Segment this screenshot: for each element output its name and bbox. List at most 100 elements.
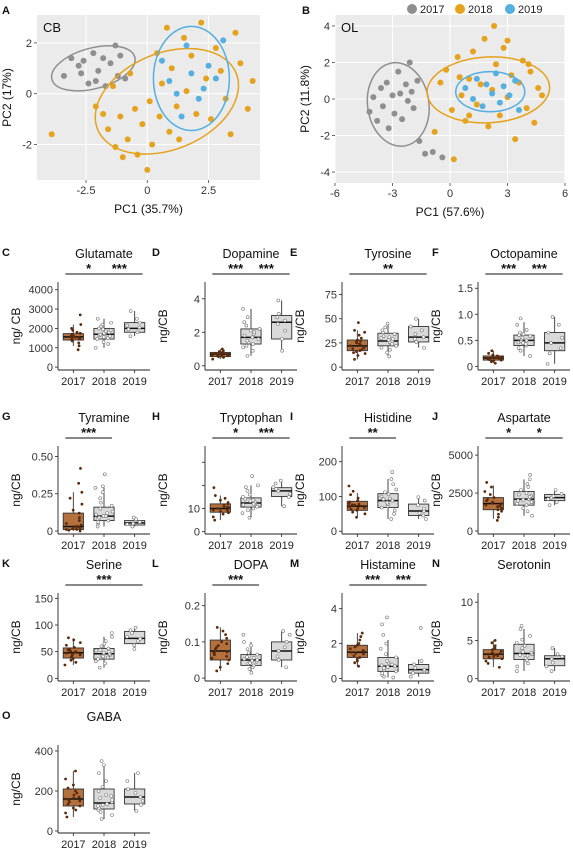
data-point <box>214 351 217 355</box>
data-point <box>251 342 255 346</box>
box-2019 <box>544 316 566 364</box>
data-point <box>496 112 503 119</box>
data-point <box>134 809 139 813</box>
x-tick-label-2018: 2018 <box>512 376 536 388</box>
data-point <box>97 515 102 520</box>
data-point <box>385 321 390 326</box>
data-point <box>255 658 259 662</box>
data-point <box>287 495 291 499</box>
data-point <box>521 341 525 345</box>
y-tick-label: 0 <box>47 362 53 374</box>
data-point <box>140 799 145 803</box>
data-point <box>92 78 99 84</box>
data-point <box>69 649 72 653</box>
data-point <box>357 664 360 668</box>
box-iqr <box>408 663 430 674</box>
box-2019 <box>124 311 146 337</box>
points-2019 <box>545 315 564 366</box>
confidence-ellipse <box>50 45 136 92</box>
data-point <box>499 652 502 655</box>
x-tick-label-2019: 2019 <box>269 376 293 388</box>
data-point <box>226 501 230 504</box>
data-point <box>144 166 151 173</box>
data-point <box>496 508 500 512</box>
data-point <box>280 348 284 353</box>
data-point <box>483 490 487 493</box>
data-point <box>99 759 104 763</box>
panel-letter: I <box>290 411 293 423</box>
data-point <box>528 634 532 638</box>
data-point <box>96 789 101 793</box>
data-point <box>251 656 256 660</box>
data-point <box>519 488 523 492</box>
data-point <box>128 628 133 633</box>
data-point <box>516 106 522 113</box>
points-2018 <box>515 473 534 518</box>
data-point <box>514 640 519 645</box>
data-point <box>385 125 392 132</box>
data-point <box>94 648 99 653</box>
panel-letter: K <box>2 558 10 570</box>
x-tick-label-2018: 2018 <box>92 376 116 388</box>
data-point <box>281 629 285 633</box>
y-tick-label: 1.5 <box>458 283 473 295</box>
x-tick-label-2017: 2017 <box>61 376 85 388</box>
data-point <box>207 116 214 123</box>
data-point <box>72 646 76 649</box>
data-point <box>166 128 173 135</box>
data-point <box>353 661 357 665</box>
panel-letter: J <box>432 411 438 423</box>
data-point <box>276 649 281 653</box>
data-point <box>560 335 564 340</box>
data-point <box>408 88 415 95</box>
points-2018 <box>93 472 115 529</box>
legend-marker-2018 <box>455 4 465 14</box>
data-point <box>518 627 523 631</box>
data-point <box>100 490 105 495</box>
y-tick-label: 50 <box>325 314 337 326</box>
data-point <box>349 493 352 497</box>
x-tick-label-2018: 2018 <box>376 540 400 552</box>
data-point <box>105 655 110 660</box>
data-point <box>210 354 214 357</box>
data-point <box>422 506 426 511</box>
x-tick-label-2019: 2019 <box>269 687 293 699</box>
data-point <box>352 351 355 354</box>
data-point <box>126 327 131 332</box>
data-point <box>392 332 397 337</box>
data-point <box>218 352 222 355</box>
panel-letter: O <box>2 710 11 722</box>
data-point <box>203 75 210 82</box>
data-point <box>80 490 84 494</box>
data-point <box>211 508 215 512</box>
y-axis-label: ng/CB <box>293 473 307 506</box>
y-axis-label: ng/ CB <box>9 308 23 345</box>
y-tick-label: 0 <box>47 673 53 685</box>
data-point <box>135 316 139 321</box>
data-point <box>100 785 105 789</box>
data-point <box>77 341 81 345</box>
data-point <box>521 498 525 502</box>
data-point <box>484 659 488 663</box>
box-2018 <box>513 322 535 356</box>
data-point <box>76 525 80 528</box>
data-point <box>347 484 351 488</box>
data-point <box>360 348 364 352</box>
data-point <box>497 665 501 669</box>
data-point <box>422 345 426 350</box>
data-point <box>389 517 394 521</box>
data-point <box>107 649 111 654</box>
data-point <box>491 648 494 652</box>
scatter-panel-A: -2.5 0 2.5 -2 0 2 CB PC1 (35.7%) PC2 (17%) A <box>0 5 260 216</box>
data-point <box>278 478 283 483</box>
data-point <box>528 334 533 338</box>
series-2019 <box>455 70 526 113</box>
data-point <box>484 503 488 507</box>
data-point <box>530 513 534 518</box>
x-tick-label-2019: 2019 <box>406 376 430 388</box>
data-point <box>282 645 287 650</box>
data-point <box>271 485 276 490</box>
data-point <box>362 652 365 656</box>
data-point <box>528 473 532 477</box>
data-point <box>80 502 84 506</box>
